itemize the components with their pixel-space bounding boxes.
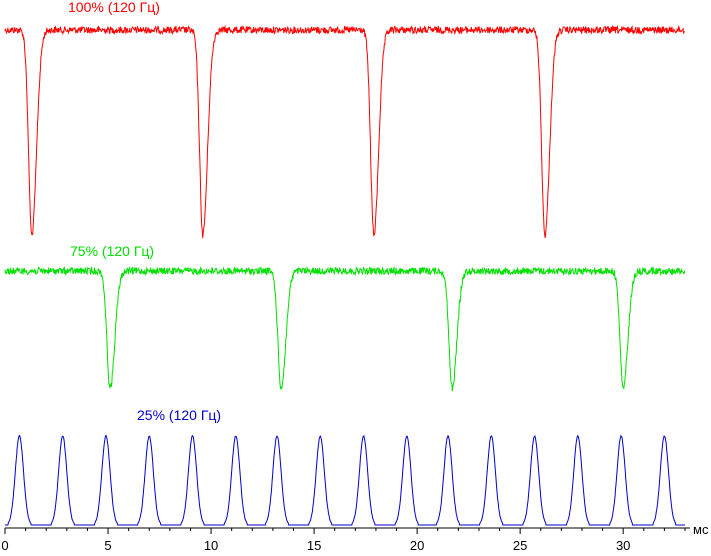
x-tick-label: 20 xyxy=(410,538,424,553)
x-tick-label: 25 xyxy=(513,538,527,553)
series-line-1 xyxy=(4,265,686,392)
series-label-100: 100% (120 Гц) xyxy=(68,0,160,15)
x-axis: 0 5 10 15 20 25 30 мс xyxy=(1,522,709,553)
x-tick-label: 10 xyxy=(204,538,218,553)
x-tick-label: 15 xyxy=(307,538,321,553)
series-line-0 xyxy=(4,24,685,239)
x-tick-label: 5 xyxy=(104,538,111,553)
x-tick-label: 0 xyxy=(1,538,8,553)
series-label-25: 25% (120 Гц) xyxy=(137,407,221,423)
series-line-2 xyxy=(5,434,685,526)
x-unit-label: мс xyxy=(693,522,709,537)
traces xyxy=(4,24,686,526)
series-label-75: 75% (120 Гц) xyxy=(70,243,154,259)
x-tick-label: 30 xyxy=(616,538,630,553)
